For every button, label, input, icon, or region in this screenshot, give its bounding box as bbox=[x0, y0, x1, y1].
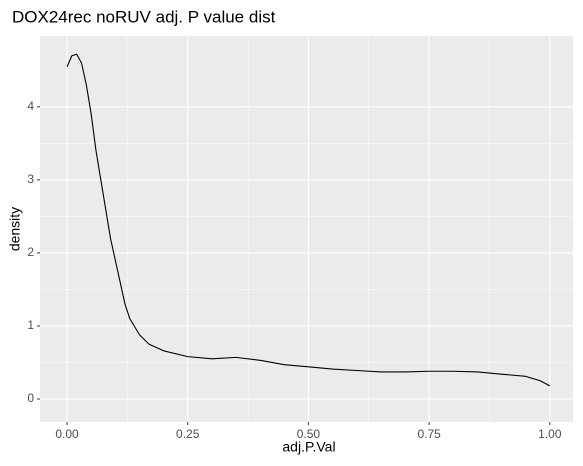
x-tick-label: 0.00 bbox=[55, 427, 79, 441]
y-tick-label: 4 bbox=[27, 99, 34, 113]
density-line bbox=[66, 53, 551, 387]
panel bbox=[40, 36, 573, 422]
x-tick-label: 0.75 bbox=[417, 427, 441, 441]
y-axis-label: density bbox=[7, 207, 23, 251]
y-tick-label: 3 bbox=[27, 172, 34, 186]
x-tick-label: 0.50 bbox=[297, 427, 321, 441]
x-tick-label: 1.00 bbox=[538, 427, 562, 441]
y-tick-label: 1 bbox=[27, 318, 34, 332]
y-tick-label: 0 bbox=[27, 391, 34, 405]
x-axis-label: adj.P.Val bbox=[282, 439, 335, 455]
x-tick-label: 0.25 bbox=[176, 427, 200, 441]
chart-title: DOX24rec noRUV adj. P value dist bbox=[12, 7, 276, 26]
y-tick-label: 2 bbox=[27, 245, 34, 259]
